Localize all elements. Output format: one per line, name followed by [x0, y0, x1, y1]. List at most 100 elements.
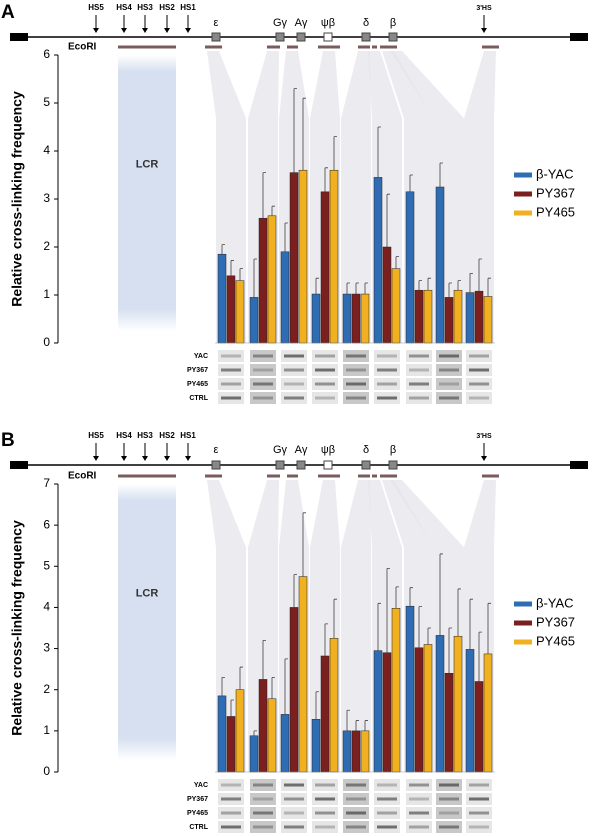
- y-tick-label: 3: [43, 641, 50, 655]
- y-tick-label: 5: [43, 558, 50, 572]
- gel-lane: [374, 378, 400, 390]
- gel-band: [469, 368, 489, 372]
- gel-band: [284, 382, 304, 386]
- bar: [423, 289, 433, 344]
- gel-lane: [218, 807, 244, 819]
- bar: [382, 652, 392, 773]
- bar: [226, 716, 236, 773]
- bar: [360, 730, 370, 773]
- error-bar: [333, 598, 337, 639]
- gel-band: [377, 825, 397, 829]
- gel-lane: [406, 793, 432, 805]
- error-bar: [364, 720, 368, 731]
- gel-band: [315, 368, 335, 372]
- bar: [465, 292, 475, 344]
- gel-band: [253, 368, 273, 372]
- ecori-fragment: [205, 45, 222, 49]
- gel-band: [469, 797, 489, 801]
- gel-lane: [406, 392, 432, 404]
- ecori-fragment: [318, 474, 340, 478]
- gene-label: ψβ: [321, 17, 335, 29]
- gel-band: [409, 783, 429, 787]
- lcr-fragment: [118, 45, 176, 49]
- gel-label: CTRL: [189, 395, 208, 402]
- gel-lane: [312, 392, 338, 404]
- gene-box: [323, 460, 333, 470]
- y-tick-label: 1: [43, 723, 50, 737]
- gel-band: [253, 396, 273, 400]
- hs-label: HS4: [116, 3, 132, 12]
- gel-band: [315, 396, 335, 400]
- bar: [444, 297, 454, 344]
- hs-arrowhead: [121, 456, 127, 461]
- error-bar: [386, 567, 390, 653]
- bar: [298, 576, 308, 773]
- gel-band: [284, 811, 304, 815]
- gel-lane: [466, 350, 492, 362]
- gel-band: [439, 382, 459, 386]
- gel-label: PY367: [187, 367, 208, 374]
- gel-band: [315, 783, 335, 787]
- map-end: [10, 461, 28, 469]
- gel-band: [253, 354, 273, 358]
- three-hs-label: 3'HS: [476, 433, 492, 440]
- y-tick-label: 3: [43, 191, 50, 205]
- legend-label: β-YAC: [536, 166, 574, 181]
- fan: [464, 51, 496, 343]
- three-hs-label: 3'HS: [476, 5, 492, 12]
- y-axis-label: Relative cross-linking frequency: [9, 91, 25, 307]
- bar: [289, 172, 299, 344]
- hs-label: HS4: [116, 431, 132, 440]
- bar: [298, 169, 308, 344]
- bar: [474, 681, 484, 773]
- y-tick-label: 4: [43, 143, 50, 157]
- error-bar: [253, 730, 257, 736]
- gel-lane: [312, 350, 338, 362]
- gene-box: [275, 32, 285, 42]
- bar: [474, 290, 484, 344]
- gel-lane: [343, 793, 369, 805]
- hs-arrowhead: [93, 456, 99, 461]
- gene-box: [211, 460, 221, 470]
- gel-band: [469, 811, 489, 815]
- y-tick-label: 4: [43, 600, 50, 614]
- error-bar: [448, 282, 452, 298]
- gel-band: [284, 396, 304, 400]
- gel-lane: [250, 793, 276, 805]
- legend-label: β-YAC: [536, 595, 574, 610]
- ecori-fragment: [205, 474, 222, 478]
- gene-box: [388, 32, 398, 42]
- gel-band: [469, 396, 489, 400]
- bar: [483, 296, 493, 344]
- ecori-fragment: [318, 45, 340, 49]
- ecori-fragment: [287, 474, 298, 478]
- gel-band: [346, 797, 366, 801]
- error-bar: [239, 666, 243, 690]
- gene-label: δ: [363, 17, 369, 29]
- gel-band: [469, 783, 489, 787]
- gene-box: [361, 460, 371, 470]
- fan: [207, 51, 246, 343]
- bar: [414, 647, 424, 773]
- bar: [382, 246, 392, 344]
- error-bar: [253, 258, 257, 298]
- gel-band: [469, 354, 489, 358]
- error-bar: [377, 602, 381, 651]
- gel-lane: [343, 364, 369, 376]
- gel-band: [315, 811, 335, 815]
- y-tick-label: 6: [43, 47, 50, 61]
- gel-band: [221, 396, 241, 400]
- error-bar: [230, 699, 234, 717]
- bar: [453, 635, 463, 773]
- error-bar: [409, 587, 413, 607]
- gel-lane: [250, 364, 276, 376]
- gene-label: Aγ: [295, 444, 308, 456]
- bar: [249, 735, 259, 773]
- gel-band: [377, 368, 397, 372]
- gel-band: [253, 825, 273, 829]
- gel-lane: [218, 378, 244, 390]
- gel-band: [439, 783, 459, 787]
- fan: [341, 480, 371, 772]
- gel-lane: [281, 807, 307, 819]
